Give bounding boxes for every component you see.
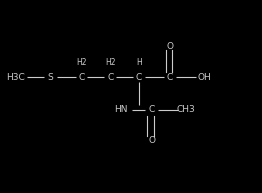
Text: S: S	[47, 73, 53, 82]
Text: C: C	[136, 73, 142, 82]
Text: H3C: H3C	[6, 73, 24, 82]
Text: HN: HN	[114, 105, 127, 114]
Text: C: C	[149, 105, 155, 114]
Text: C: C	[107, 73, 113, 82]
Text: C: C	[78, 73, 85, 82]
Text: H: H	[136, 58, 142, 67]
Text: O: O	[148, 136, 155, 145]
Text: CH3: CH3	[176, 105, 195, 114]
Text: C: C	[167, 73, 173, 82]
Text: OH: OH	[197, 73, 211, 82]
Text: H2: H2	[105, 58, 115, 67]
Text: O: O	[167, 42, 174, 51]
Text: H2: H2	[76, 58, 87, 67]
